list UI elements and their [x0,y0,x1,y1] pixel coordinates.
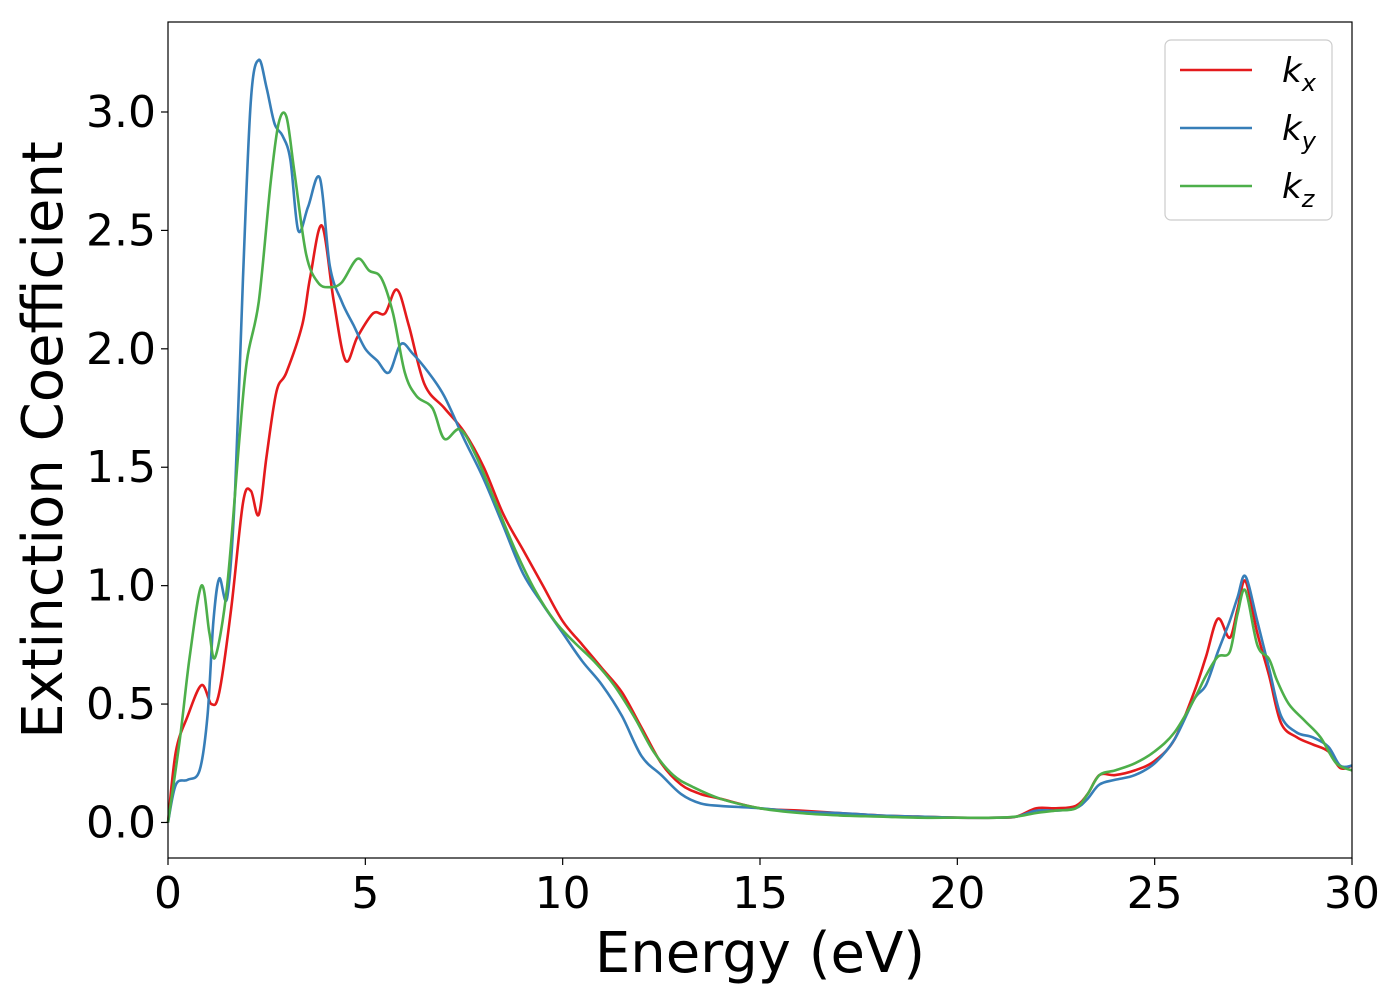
y-tick-label: 3.0 [86,87,156,138]
x-tick-label: 15 [732,868,788,919]
y-tick-label: 0.5 [86,679,156,730]
series-line-k_y [166,58,1353,823]
y-tick-label: 1.5 [86,442,156,493]
legend-box [1164,39,1333,221]
x-tick-label: 0 [154,868,182,919]
series-line-k_z [166,111,1353,823]
y-tick-label: 2.0 [86,324,156,375]
y-tick-label: 1.0 [86,561,156,612]
y-tick-label: 0.0 [86,797,156,848]
x-axis: 0 5 10 15 20 25 30 [154,858,1380,919]
y-axis: 0.0 0.5 1.0 1.5 2.0 2.5 3.0 [86,87,168,848]
y-tick-label: 2.5 [86,205,156,256]
x-axis-label: Energy (eV) [595,921,925,986]
x-tick-label: 20 [929,868,985,919]
x-tick-label: 30 [1324,868,1380,919]
plot-area [168,22,1352,858]
series-layer [166,58,1353,823]
x-tick-label: 5 [351,868,379,919]
x-tick-label: 10 [535,868,591,919]
y-axis-label: Extinction Coefficient [11,141,76,739]
x-tick-label: 25 [1127,868,1183,919]
